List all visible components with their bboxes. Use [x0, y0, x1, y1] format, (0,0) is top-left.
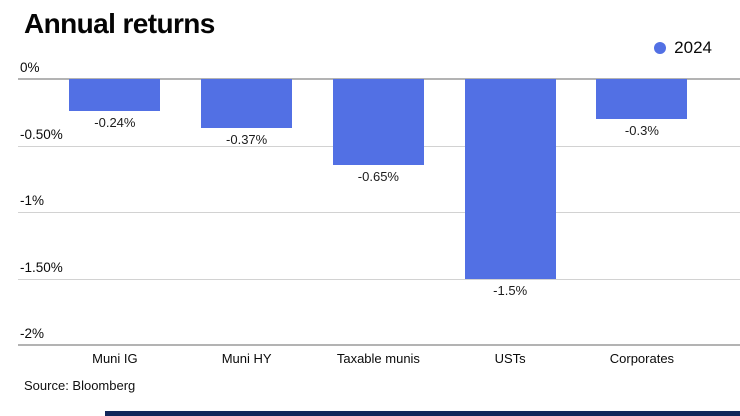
value-label-muni-hy: -0.37% [226, 132, 268, 148]
legend-2024-label: 2024 [674, 38, 712, 57]
y-tick-label--1-50-: -1.50% [20, 259, 63, 275]
gridline--2- [18, 344, 740, 346]
value-label-muni-ig: -0.24% [94, 114, 136, 130]
bar-corporates [596, 79, 688, 119]
y-tick-label-0-: 0% [20, 60, 40, 75]
x-axis-label-taxable-munis: Taxable munis [336, 351, 420, 366]
x-axis-label-usts: USTs [494, 351, 526, 366]
gridline--1-50- [18, 278, 740, 280]
chart-title: Annual returns [24, 8, 215, 39]
bar-muni-hy [201, 79, 293, 129]
gridline--1- [18, 212, 740, 213]
y-tick-label--2-: -2% [20, 326, 45, 341]
legend: 2024 [654, 38, 712, 58]
legend-2024-swatch-icon [654, 42, 667, 54]
bar-usts [464, 79, 556, 279]
y-tick-label--0-50-: -0.50% [20, 126, 63, 142]
bar-muni-ig [69, 79, 161, 111]
value-label-usts: -1.5% [493, 282, 528, 298]
value-label-corporates: -0.3% [624, 122, 659, 138]
footer-accent-bar [105, 411, 740, 416]
x-axis-label-corporates: Corporates [609, 351, 675, 366]
x-axis-label-muni-ig: Muni IG [92, 351, 138, 366]
x-axis-label-muni-hy: Muni HY [221, 351, 272, 366]
y-tick-label--1-: -1% [20, 193, 45, 208]
value-label-taxable-munis: -0.65% [357, 169, 399, 185]
bar-taxable-munis [332, 79, 424, 166]
source-note: Source: Bloomberg [24, 378, 136, 393]
